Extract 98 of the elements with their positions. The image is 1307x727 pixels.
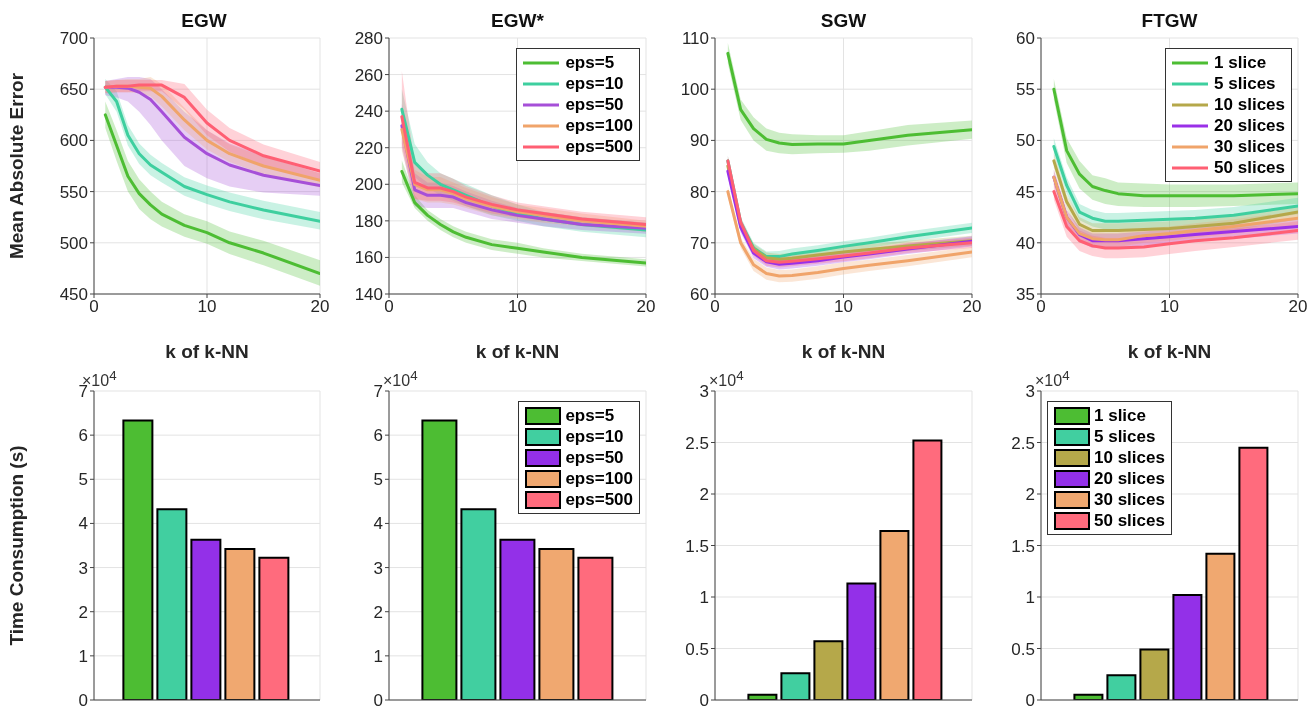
y-tick-label: 2 [78,602,88,622]
y-tick-label: 650 [59,80,88,100]
y-tick-label: 1.5 [685,536,709,556]
chart-title: SGW [819,10,868,32]
y-tick-label: 4 [78,514,88,534]
y-tick-label: 0 [699,691,709,711]
y-tick-label: 55 [1016,80,1035,100]
y-tick-label: 90 [690,131,709,151]
y-tick-label: 0 [1025,691,1035,711]
chart-title: EGW* [490,10,545,32]
text: ×10$^{4}$ [383,368,418,391]
y-tick-label: 80 [690,182,709,202]
y-tick-label: 200 [354,175,383,195]
y-tick-label: 2 [1025,485,1035,505]
x-tick-label: 20 [636,297,656,317]
y-tick-label: 0.5 [685,639,709,659]
y-tick-label: 260 [354,65,383,85]
legend-label: eps=50 [565,94,624,115]
legend-label: 50 slices [1214,157,1285,178]
y-tick-label: 5 [373,470,383,490]
y-tick-label: 2 [699,485,709,505]
y-tick-label: 100 [680,80,709,100]
y-tick-label: 180 [354,211,383,231]
y-tick-label: 600 [59,131,88,151]
y-tick-label: 550 [59,182,88,202]
legend-label: 50 slices [1094,510,1165,531]
y-tick-label: 4 [373,514,383,534]
legend-label: eps=500 [565,489,633,510]
legend-label: eps=5 [565,405,615,426]
legend-label: 1 slice [1094,405,1146,426]
legend-label: 20 slices [1214,115,1285,136]
y-tick-label: 1 [1025,588,1035,608]
x-axis-title: k of k-NN [165,341,249,362]
x-tick-label: 10 [1160,297,1179,317]
legend-label: eps=10 [565,73,624,94]
y-tick-label: 110 [681,29,709,49]
y-tick-label: 500 [59,233,88,253]
y-axis-title: Time Consumption (s) [5,445,27,646]
y-tick-label: 700 [59,29,88,49]
y-tick-label: 6 [373,426,383,446]
x-axis-title: k of k-NN [475,341,560,362]
x-tick-label: 10 [834,297,853,317]
y-tick-label: 450 [59,285,88,305]
legend-label: eps=10 [565,426,624,447]
y-tick-label: 0 [373,691,383,711]
legend-label: 5 slices [1094,426,1156,447]
x-tick-label: 20 [962,297,982,317]
x-tick-label: 10 [508,297,527,317]
y-tick-label: 0 [78,691,88,711]
legend-label: 30 slices [1214,136,1285,157]
x-tick-label: 20 [310,297,330,317]
legend-label: eps=5 [565,52,615,73]
y-tick-label: 1 [373,646,383,666]
y-tick-label: 2 [373,602,383,622]
y-tick-label: 2.5 [1011,433,1035,453]
legend-label: eps=100 [565,115,633,136]
y-tick-label: 1 [78,646,88,666]
y-tick-label: 220 [354,138,383,158]
y-tick-label: 240 [354,102,383,122]
y-tick-label: 45 [1016,182,1035,202]
y-tick-label: 6 [78,426,88,446]
y-tick-label: 1.5 [1011,536,1035,556]
legend-label: 30 slices [1094,489,1165,510]
legend-label: eps=50 [565,447,624,468]
legend-label: eps=500 [565,136,633,157]
legend-label: 10 slices [1094,447,1165,468]
y-tick-label: 35 [1016,285,1035,305]
legend-label: 10 slices [1214,94,1285,115]
y-tick-label: 40 [1016,233,1035,253]
y-tick-label: 3 [699,382,709,402]
y-tick-label: 50 [1016,131,1035,151]
y-tick-label: 0.5 [1011,639,1035,659]
legend-label: 5 slices [1214,73,1276,94]
legend-label: eps=100 [565,468,633,489]
x-tick-label: 10 [197,297,217,317]
y-tick-label: 2.5 [685,433,709,453]
chart-title: FTGW [1140,10,1199,32]
x-axis-title: k of k-NN [801,341,886,362]
y-tick-label: 3 [78,558,88,578]
y-tick-label: 60 [690,285,709,305]
y-tick-label: 3 [373,558,383,578]
y-tick-label: 1 [699,588,709,608]
legend-label: 20 slices [1094,468,1165,489]
y-tick-label: 7 [373,382,383,402]
x-tick-label: 20 [1288,297,1307,317]
chart-title: EGW [180,10,228,32]
y-tick-label: 140 [354,285,383,305]
y-tick-label: 5 [78,470,88,490]
y-tick-label: 160 [354,248,383,268]
text: ×10$^{4}$ [1035,368,1070,391]
x-axis-title: k of k-NN [1127,341,1212,362]
text: ×10$^{4}$ [709,368,744,391]
y-tick-label: 60 [1016,29,1035,49]
y-tick-label: 70 [690,233,709,253]
y-tick-label: 280 [354,29,383,49]
y-axis-title: Mean Absolute Error [5,72,27,260]
y-tick-label: 3 [1025,382,1035,402]
legend-label: 1 slice [1214,52,1267,73]
